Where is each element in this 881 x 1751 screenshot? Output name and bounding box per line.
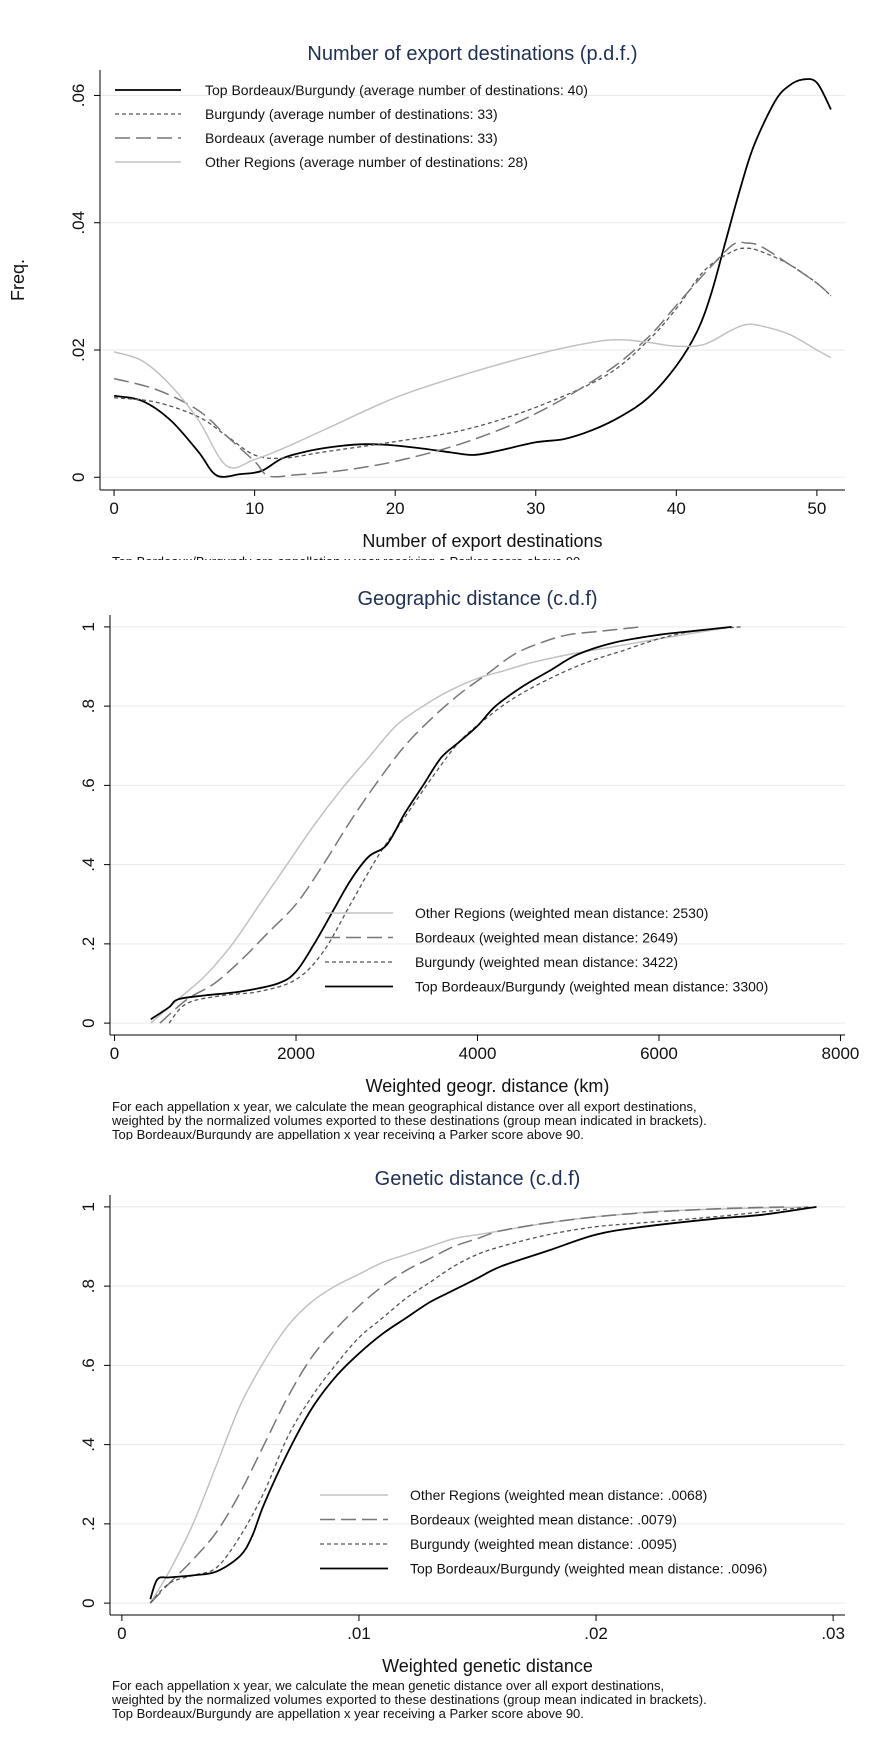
chart-genetic-distance-cdf: Genetic distance (c.d.f) 0 .2 .4 .6 .8 1 0 .01 .0… <box>79 1168 845 1721</box>
x-tick-label: 30 <box>526 499 545 518</box>
panel-genetic-distance: Genetic distance (c.d.f) 0 .2 .4 .6 .8 1 0 .01 .0… <box>0 1140 881 1751</box>
x-tick-label: 8000 <box>822 1044 860 1063</box>
chart-note: weighted by the normalized volumes expor… <box>111 1113 707 1128</box>
legend-label-1: Bordeaux (weighted mean distance: 2649) <box>415 930 678 946</box>
chart-title: Geographic distance (c.d.f) <box>357 588 597 610</box>
x-tick-label: 6000 <box>640 1044 678 1063</box>
legend-label-3: Top Bordeaux/Burgundy (weighted mean dis… <box>410 1561 767 1577</box>
x-tick-label: 0 <box>109 499 118 518</box>
chart-note: For each appellation x year, we calculat… <box>112 1099 697 1114</box>
series-line-0 <box>149 1206 810 1604</box>
series-line-2 <box>168 626 741 1024</box>
series-line-0 <box>150 626 732 1024</box>
x-tick-label: 0 <box>110 1044 119 1063</box>
y-tick-label: 0 <box>79 1598 98 1607</box>
chart-note: Top Bordeaux/Burgundy are appellation x … <box>112 1127 584 1140</box>
x-tick-label: .02 <box>584 1624 608 1643</box>
series-line-3 <box>149 1206 817 1600</box>
chart-note: weighted by the normalized volumes expor… <box>111 1692 707 1707</box>
legend-label-0: Other Regions (weighted mean distance: 2… <box>415 905 708 921</box>
legend-label-1: Bordeaux (weighted mean distance: .0079) <box>410 1512 677 1528</box>
x-axis-label: Weighted geogr. distance (km) <box>366 1076 610 1096</box>
y-tick-label: .2 <box>79 1517 98 1531</box>
legend-label-2: Burgundy (weighted mean distance: 3422) <box>415 954 678 970</box>
x-tick-label: 4000 <box>459 1044 497 1063</box>
x-tick-label: 10 <box>245 499 264 518</box>
y-tick-label: 0 <box>79 1018 98 1027</box>
series-line-1 <box>149 1206 786 1604</box>
y-tick-label: .04 <box>69 211 88 235</box>
x-tick-label: .01 <box>347 1624 371 1643</box>
chart-title: Genetic distance (c.d.f) <box>375 1168 581 1190</box>
y-tick-label: .6 <box>79 778 98 792</box>
y-tick-label: .2 <box>79 937 98 951</box>
chart-note: For each appellation x year, we calculat… <box>112 1678 664 1693</box>
legend-label-3: Top Bordeaux/Burgundy (weighted mean dis… <box>415 979 768 995</box>
chart-note: Top Bordeaux/Burgundy are appellation x … <box>112 554 584 560</box>
legend-label-2: Burgundy (weighted mean distance: .0095) <box>410 1536 677 1552</box>
chart-title: Number of export destinations (p.d.f.) <box>307 43 637 65</box>
y-tick-label: .8 <box>79 1279 98 1293</box>
x-tick-label: 20 <box>386 499 405 518</box>
series-line-1 <box>159 626 641 1024</box>
legend-label-0: Top Bordeaux/Burgundy (average number of… <box>205 82 588 98</box>
legend-label-1: Burgundy (average number of destinations… <box>205 106 498 122</box>
series-line-3 <box>150 626 732 1020</box>
series-line-0 <box>113 78 832 478</box>
panel-geographic-distance: Geographic distance (c.d.f) 0 .2 .4 .6 .8 1 0 20… <box>0 560 881 1140</box>
y-tick-label: .6 <box>79 1358 98 1372</box>
y-tick-label: .4 <box>79 1438 98 1452</box>
x-tick-label: 50 <box>807 499 826 518</box>
legend-label-3: Other Regions (average number of destina… <box>205 154 528 170</box>
y-tick-label: .02 <box>69 338 88 362</box>
x-tick-label: 2000 <box>277 1044 315 1063</box>
series-line-3 <box>113 323 832 469</box>
y-axis-label: Freq. <box>8 259 28 301</box>
x-tick-label: 40 <box>667 499 686 518</box>
series-line-2 <box>149 1206 810 1604</box>
x-tick-label: 0 <box>117 1624 126 1643</box>
y-tick-label: .06 <box>69 84 88 108</box>
y-tick-label: 0 <box>69 473 88 482</box>
chart-export-destinations-pdf: Number of export destinations (p.d.f.) 0.… <box>8 43 845 560</box>
legend-label-0: Other Regions (weighted mean distance: .… <box>410 1487 707 1503</box>
legend-label-2: Bordeaux (average number of destinations… <box>205 130 498 146</box>
y-tick-label: .4 <box>79 858 98 872</box>
x-axis-label: Weighted genetic distance <box>382 1656 593 1676</box>
chart-geographic-distance-cdf: Geographic distance (c.d.f) 0 .2 .4 .6 .8 1 0 20… <box>79 588 860 1140</box>
chart-note: Top Bordeaux/Burgundy are appellation x … <box>112 1706 584 1721</box>
panel-export-destinations: Number of export destinations (p.d.f.) 0.… <box>0 0 881 560</box>
y-tick-label: 1 <box>79 1202 98 1211</box>
x-axis-label: Number of export destinations <box>362 531 602 551</box>
series-line-2 <box>113 241 832 478</box>
x-tick-label: .03 <box>821 1624 845 1643</box>
series-line-1 <box>114 247 832 460</box>
y-tick-label: .8 <box>79 699 98 713</box>
y-tick-label: 1 <box>79 622 98 631</box>
